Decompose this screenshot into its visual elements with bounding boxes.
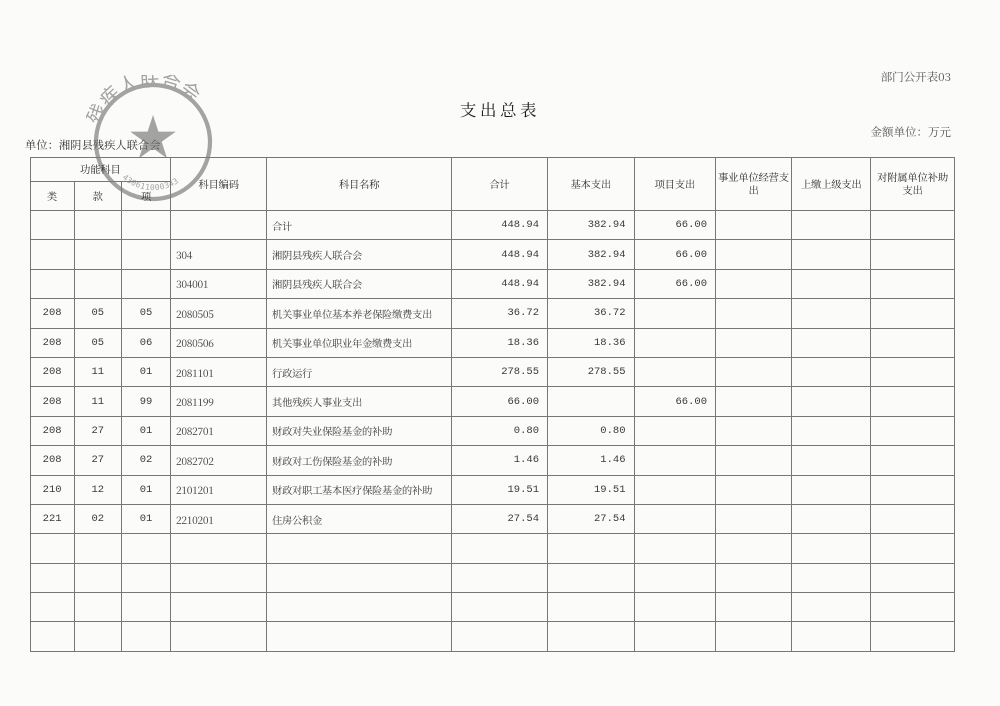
svg-text:残疾人联合会: 残疾人联合会: [86, 75, 204, 128]
